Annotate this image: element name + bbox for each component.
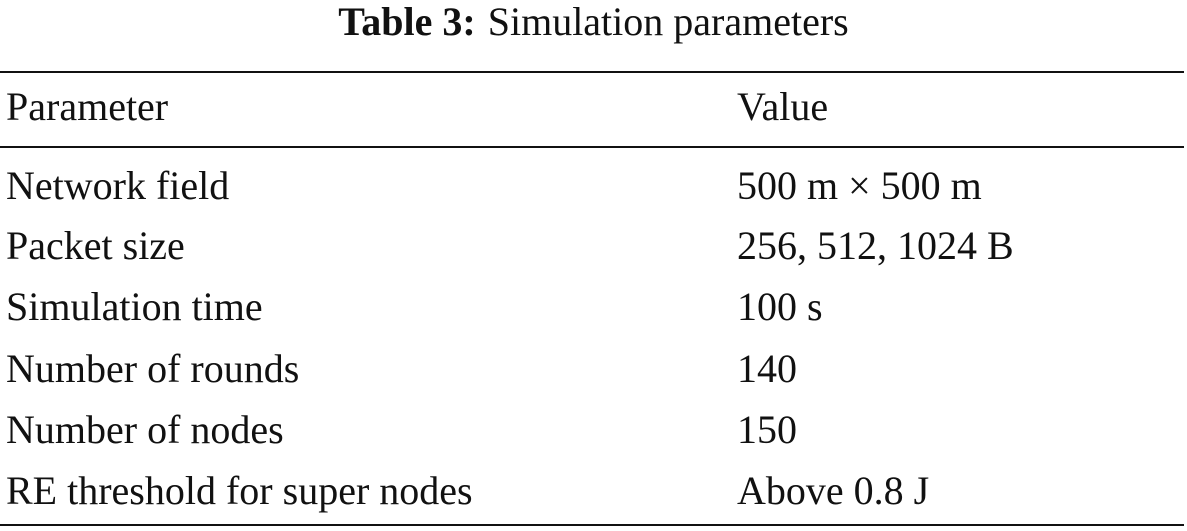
- parameter-cell: Number of rounds: [6, 346, 300, 391]
- table-row: Simulation time 100 s: [0, 277, 1184, 337]
- table-row: Number of nodes 150: [0, 400, 1184, 460]
- column-header-value: Value: [737, 84, 829, 129]
- parameter-cell: Packet size: [6, 223, 185, 268]
- parameter-cell: RE threshold for super nodes: [6, 468, 473, 513]
- value-cell: 100 s: [737, 284, 823, 329]
- column-header-parameter: Parameter: [6, 84, 169, 129]
- value-cell: 500 m × 500 m: [737, 163, 982, 208]
- parameter-cell: Simulation time: [6, 284, 263, 329]
- table-row: Number of rounds 140: [0, 339, 1184, 399]
- table-row: Network field 500 m × 500 m: [0, 156, 1184, 216]
- table-caption: Table 3: Simulation parameters: [0, 0, 1187, 44]
- table-header-rule: [0, 146, 1184, 148]
- table-bottom-rule: [0, 524, 1184, 526]
- value-cell: 150: [737, 407, 797, 452]
- table-row: Packet size 256, 512, 1024 B: [0, 216, 1184, 276]
- table-top-rule: [0, 71, 1184, 73]
- value-cell: Above 0.8 J: [737, 468, 930, 513]
- table-row: RE threshold for super nodes Above 0.8 J: [0, 461, 1184, 521]
- value-cell: 140: [737, 346, 797, 391]
- parameter-cell: Number of nodes: [6, 407, 284, 452]
- table-caption-title: Simulation parameters: [487, 0, 849, 44]
- table-header-row: Parameter Value: [0, 77, 1184, 137]
- parameter-cell: Network field: [6, 163, 230, 208]
- table-caption-label: Table 3:: [338, 0, 476, 44]
- value-cell: 256, 512, 1024 B: [737, 223, 1014, 268]
